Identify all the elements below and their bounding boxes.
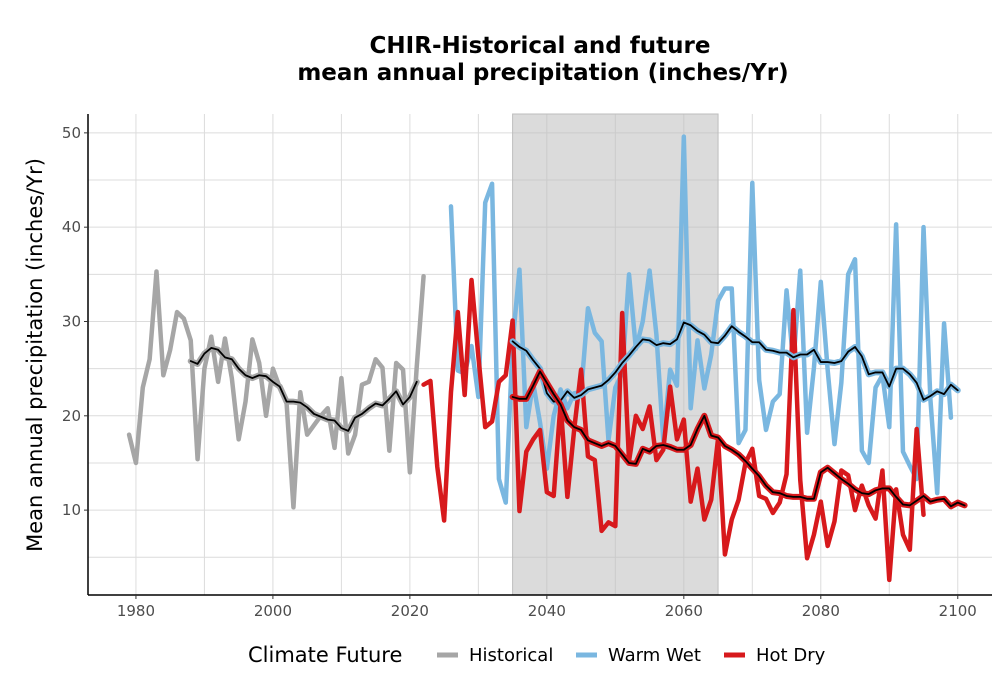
historical-line xyxy=(126,269,426,510)
y-axis-title: Mean annual precipitation (inches/Yr) xyxy=(23,158,47,552)
x-tick-label: 2100 xyxy=(939,602,977,620)
legend-label-warm-wet: Warm Wet xyxy=(608,645,701,666)
legend-label-historical: Historical xyxy=(469,645,553,666)
y-tick-label: 10 xyxy=(62,501,81,519)
y-tick-label: 40 xyxy=(62,218,81,236)
x-tick-label: 1980 xyxy=(117,602,155,620)
x-tick-label: 2080 xyxy=(802,602,840,620)
x-tick-label: 2000 xyxy=(254,602,292,620)
hot-dry-10-yr-rolling-mean-line xyxy=(511,370,966,508)
plot-area: 1980 2000 2020 2040 2060 2080 2100 10 20 30 40 50 xyxy=(62,113,992,620)
chart-title: CHIR-Historical and future xyxy=(370,33,711,59)
y-tick-label: 30 xyxy=(62,312,81,330)
x-tick-label: 2040 xyxy=(528,602,566,620)
legend: Climate Future Historical Warm Wet Hot D… xyxy=(248,643,826,667)
chart-subtitle: mean annual precipitation (inches/Yr) xyxy=(297,60,788,86)
warm-wet-10-yr-rolling-mean-line xyxy=(511,321,959,403)
y-tick-label: 20 xyxy=(62,407,81,425)
y-tick-label: 50 xyxy=(62,124,81,142)
legend-label-hot-dry: Hot Dry xyxy=(756,645,826,666)
x-tick-label: 2060 xyxy=(665,602,703,620)
x-tick-label: 2020 xyxy=(391,602,429,620)
legend-title: Climate Future xyxy=(248,643,402,667)
historical-10-yr-rolling-mean-line xyxy=(189,346,418,432)
